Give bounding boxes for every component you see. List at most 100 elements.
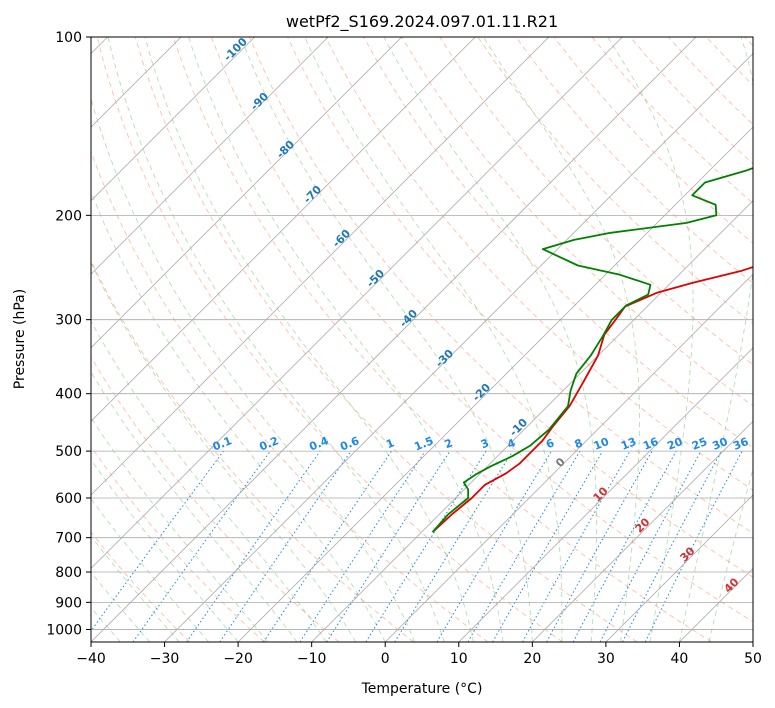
isotherm-line bbox=[532, 420, 753, 642]
mixing-ratio-line bbox=[219, 450, 352, 642]
mixing-ratio-line bbox=[263, 450, 392, 642]
dry-adiabat-line bbox=[248, 37, 753, 578]
isotherm-line bbox=[164, 52, 753, 642]
dry-adiabat-line bbox=[744, 37, 753, 47]
isotherm-line bbox=[384, 273, 753, 642]
dry-adiabat-label: -20 bbox=[470, 381, 493, 404]
background-lines bbox=[91, 37, 753, 642]
moist-adiabat-line bbox=[708, 467, 753, 642]
isotherm-line bbox=[91, 37, 476, 422]
dry-adiabat-line bbox=[91, 356, 340, 642]
mixing-ratio-label: 30 bbox=[711, 435, 730, 453]
chart-title: wetPf2_S169.2024.097.01.11.R21 bbox=[286, 12, 558, 32]
isotherm-line bbox=[91, 37, 329, 275]
moist-adiabat-line bbox=[91, 261, 357, 642]
dry-adiabat-line bbox=[553, 37, 753, 244]
mixing-ratio-label: 2 bbox=[443, 436, 455, 451]
dry-adiabat-label: -70 bbox=[301, 183, 324, 206]
mixing-ratio-label: 0.1 bbox=[211, 434, 234, 453]
moist-adiabat-label: 0 bbox=[553, 455, 568, 470]
moist-adiabat-line bbox=[91, 498, 210, 642]
moist-adiabat-line bbox=[483, 37, 640, 642]
y-tick-label: 500 bbox=[55, 444, 82, 460]
y-tick-label: 800 bbox=[55, 565, 82, 581]
mixing-ratio-label: 1 bbox=[384, 436, 396, 451]
moist-adiabat-line bbox=[91, 535, 180, 642]
y-axis-label: Pressure (hPa) bbox=[12, 289, 28, 389]
dry-adiabat-line bbox=[91, 445, 265, 642]
moist-adiabat-line bbox=[607, 37, 694, 642]
x-tick-label: 20 bbox=[523, 651, 541, 667]
y-tick-label: 100 bbox=[55, 30, 82, 46]
mixing-ratio-label: 8 bbox=[573, 436, 585, 451]
mixing-ratio-label: 10 bbox=[592, 435, 611, 453]
dry-adiabat-line bbox=[210, 37, 753, 623]
isotherm-line bbox=[752, 641, 753, 642]
y-tick-label: 1000 bbox=[46, 622, 82, 638]
mixing-ratio-label: 20 bbox=[665, 435, 684, 453]
x-tick-label: 40 bbox=[671, 651, 689, 667]
mixing-ratio-line bbox=[91, 450, 224, 632]
moist-adiabat-line bbox=[304, 37, 563, 642]
mixing-ratio-line bbox=[644, 450, 743, 642]
isotherm-line bbox=[91, 37, 255, 202]
moist-adiabat-line bbox=[240, 37, 533, 642]
x-tick-label: −20 bbox=[223, 651, 253, 667]
x-tick-label: 50 bbox=[744, 651, 762, 667]
moist-adiabat-line bbox=[144, 37, 474, 642]
moist-adiabat-line bbox=[91, 458, 239, 642]
x-tick-label: −30 bbox=[150, 651, 180, 667]
x-tick-label: −40 bbox=[76, 651, 106, 667]
isotherm-line bbox=[605, 494, 753, 642]
moist-adiabat-label: 20 bbox=[633, 515, 653, 535]
moist-adiabat-line bbox=[91, 416, 268, 642]
isotherm-line bbox=[91, 37, 623, 570]
mixing-ratio-label: 25 bbox=[690, 435, 709, 453]
dry-adiabat-line bbox=[91, 259, 414, 642]
mixing-ratio-label: 6 bbox=[544, 436, 556, 451]
x-tick-label: −10 bbox=[297, 651, 327, 667]
mixing-ratio-line bbox=[132, 450, 271, 642]
y-tick-label: 200 bbox=[55, 208, 82, 224]
mixing-ratio-label: 36 bbox=[731, 435, 750, 453]
isotherm-line bbox=[91, 37, 697, 642]
temperature-profile bbox=[431, 266, 753, 533]
x-tick-label: 30 bbox=[597, 651, 615, 667]
mixing-ratio-label: 0.4 bbox=[307, 434, 330, 453]
dry-adiabat-line bbox=[439, 37, 753, 366]
dry-adiabat-label: -80 bbox=[274, 138, 297, 161]
mixing-ratio-line bbox=[326, 450, 451, 642]
moist-adiabat-line bbox=[91, 97, 416, 642]
mixing-ratio-label: 1.5 bbox=[412, 434, 435, 453]
dry-adiabat-line bbox=[91, 531, 191, 642]
moist-adiabat-line bbox=[107, 37, 445, 642]
moist-adiabat-label: 10 bbox=[591, 484, 611, 504]
dry-adiabat-line bbox=[705, 37, 753, 86]
line-labels: 0.1 0.2 0.4 0.6 1 1.5 2 3 4 6 8 10 13 16 20 25 30 36-100-… bbox=[211, 35, 751, 596]
isotherm-line bbox=[237, 126, 753, 642]
dry-adiabat-label: -10 bbox=[507, 416, 530, 439]
pressure-grid bbox=[91, 37, 753, 642]
mixing-ratio-label: 0.6 bbox=[338, 434, 361, 453]
isotherm-line bbox=[458, 347, 753, 642]
dry-adiabat-line bbox=[91, 150, 489, 642]
dry-adiabat-line bbox=[515, 37, 753, 284]
dry-adiabat-label: -60 bbox=[330, 227, 353, 250]
dry-adiabat-line bbox=[172, 37, 713, 642]
dry-adiabat-label: -50 bbox=[364, 267, 387, 290]
isotherm-line bbox=[311, 200, 753, 642]
dry-adiabat-line bbox=[96, 37, 563, 642]
x-axis-label: Temperature (°C) bbox=[361, 681, 483, 697]
mixing-ratio-line bbox=[186, 450, 321, 642]
mixing-ratio-line bbox=[572, 450, 677, 642]
moist-adiabat-line bbox=[91, 371, 298, 642]
y-tick-label: 300 bbox=[55, 313, 82, 329]
y-tick-label: 700 bbox=[55, 531, 82, 547]
x-tick-label: 10 bbox=[450, 651, 468, 667]
isotherm-line bbox=[91, 37, 403, 349]
dry-adiabat-label: -40 bbox=[397, 307, 420, 330]
dry-adiabat-line bbox=[401, 37, 753, 407]
isotherm-line bbox=[91, 37, 550, 496]
y-tick-label: 900 bbox=[55, 595, 82, 611]
